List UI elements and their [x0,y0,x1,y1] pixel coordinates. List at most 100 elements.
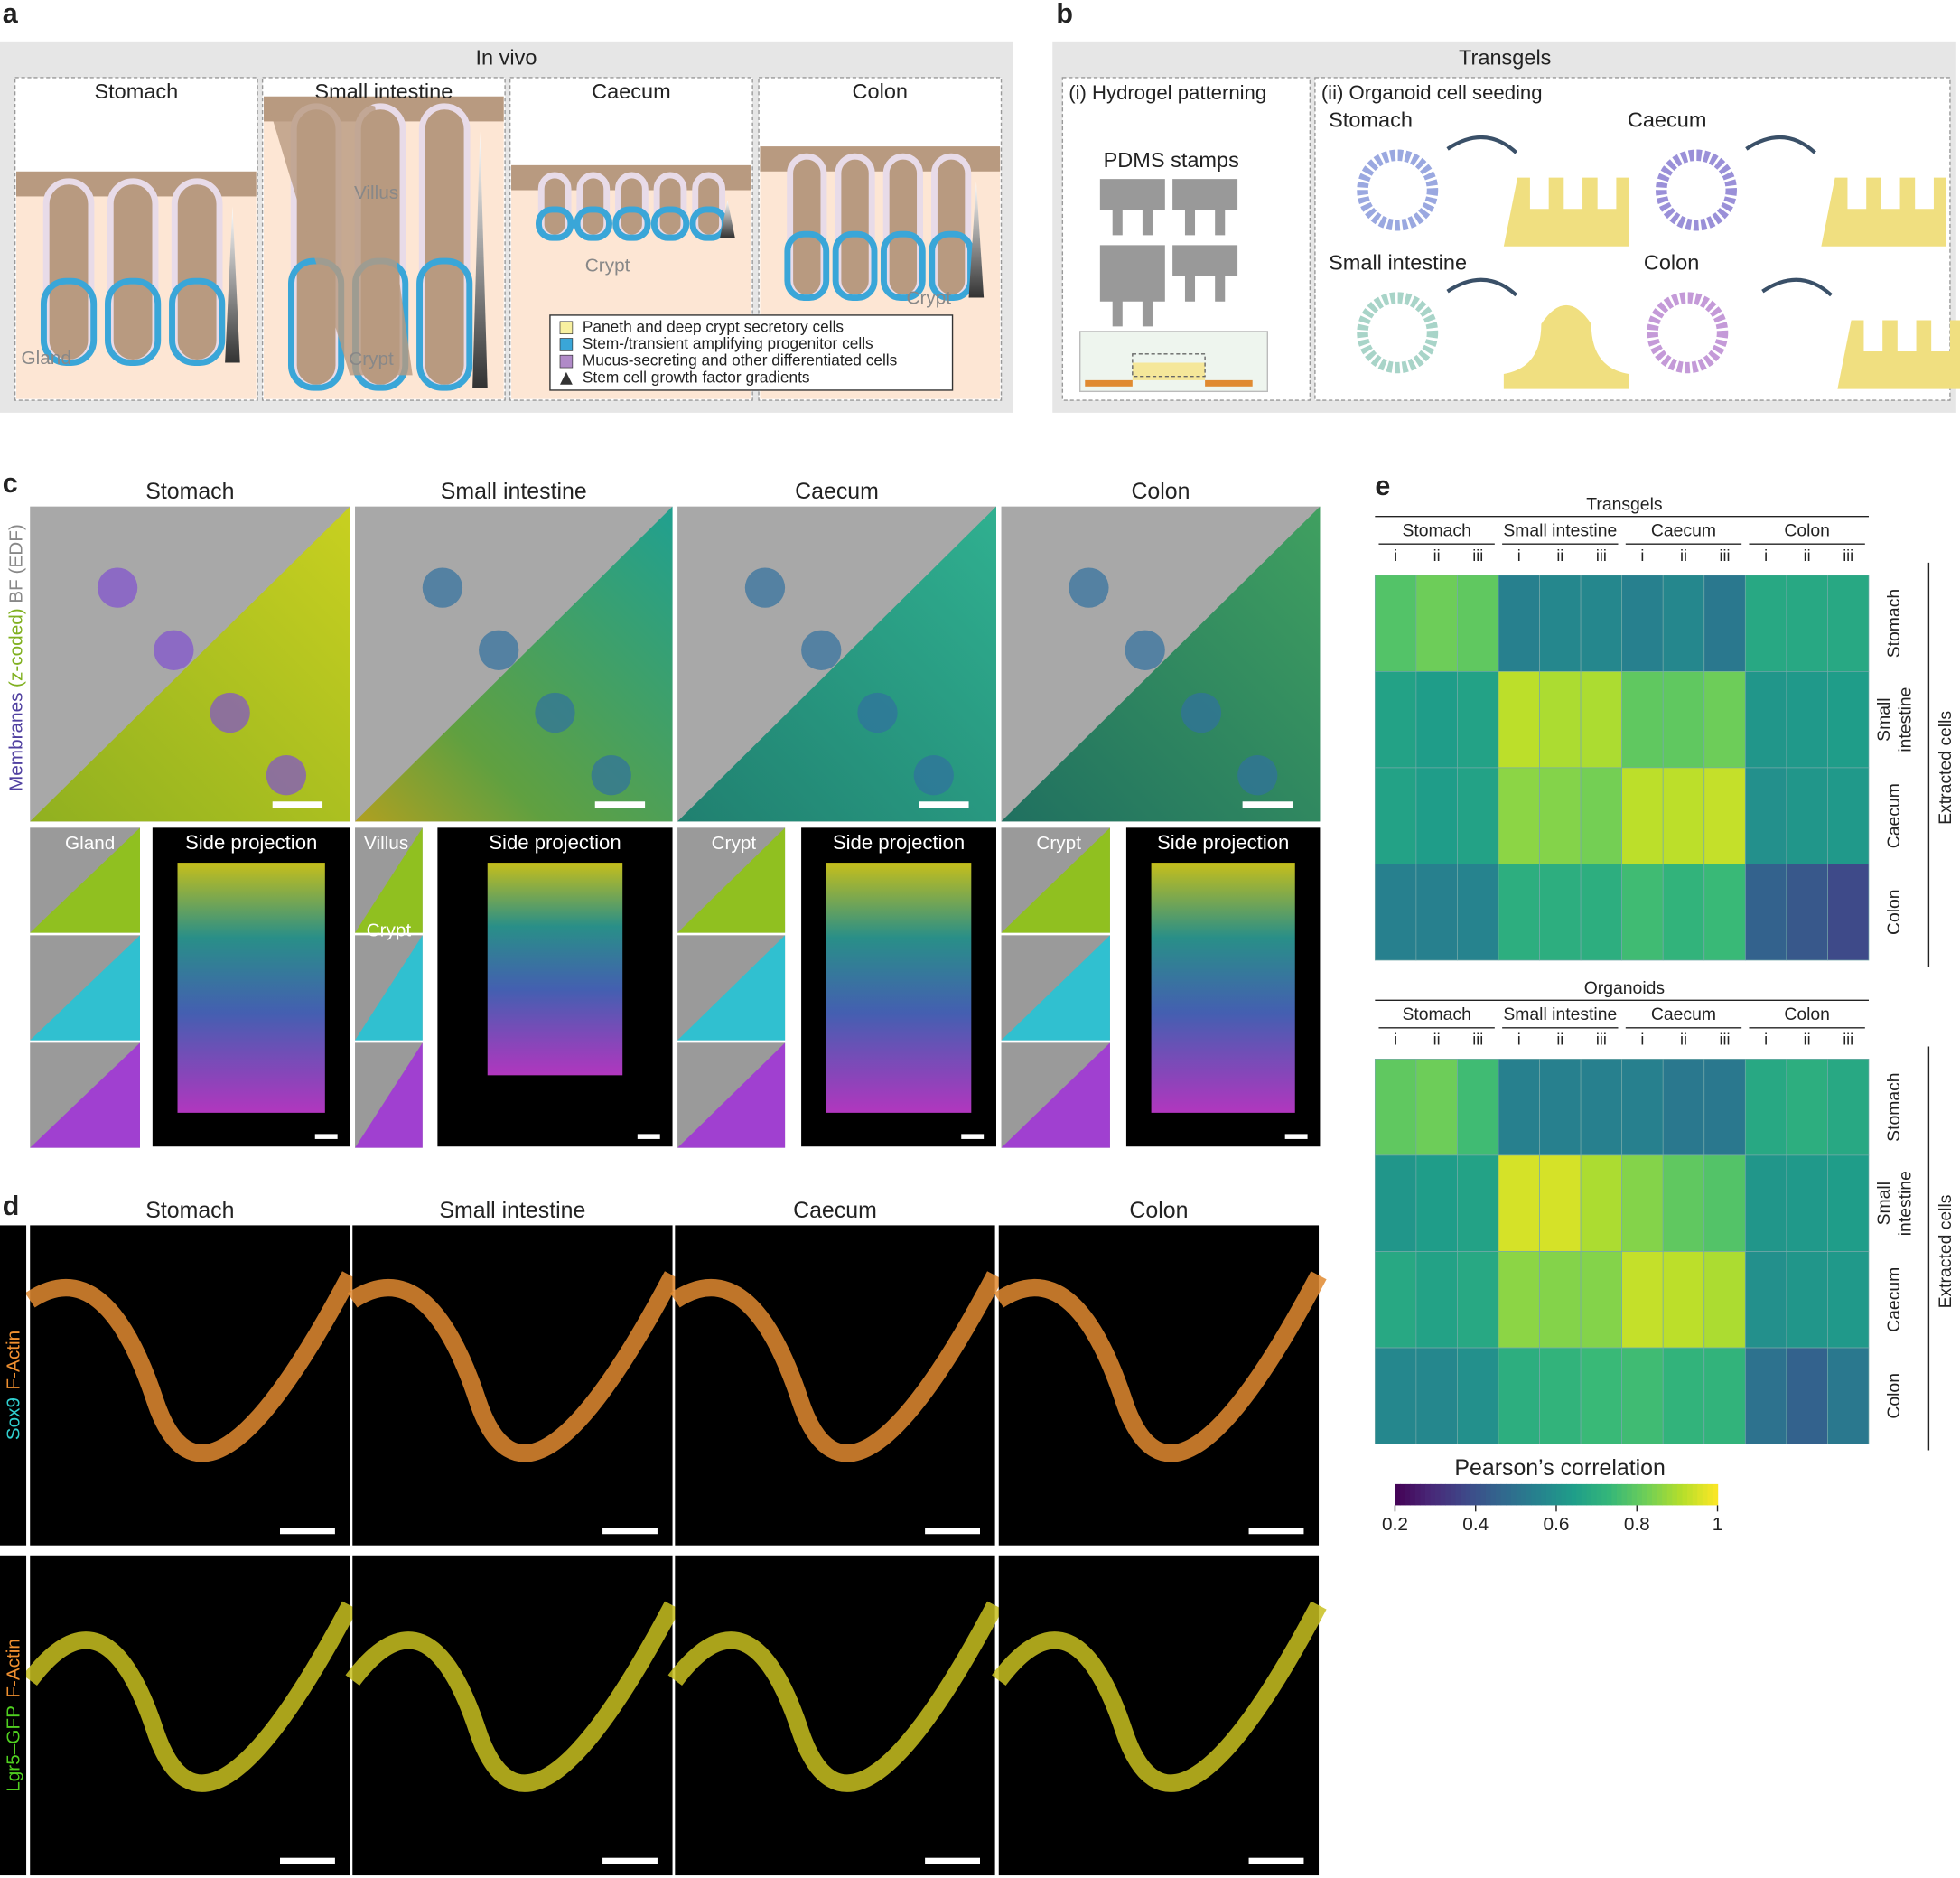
heatmap-cell [1415,670,1458,769]
heatmap-cell [1621,864,1664,961]
colorbar-step [1647,1483,1653,1506]
side-signal [826,863,972,1113]
colorbar-step [1621,1483,1628,1506]
panel-title: In vivo [476,45,537,69]
x-tick-label: iii [1596,547,1607,565]
colorbar-step [1566,1483,1573,1506]
crypt-opening [744,567,786,608]
scale-bar [272,801,323,808]
stamp [1099,179,1165,236]
micrograph [30,1225,350,1546]
heatmap-cell [1415,1251,1458,1349]
heatmap-cell [1498,1347,1540,1444]
organoid [1647,292,1729,374]
heatmap-cell [1703,1347,1746,1444]
inset-fluor [30,935,140,1041]
colorbar-step [1637,1483,1643,1506]
colorbar-step [1586,1483,1592,1506]
heatmap-cell [1498,1154,1540,1252]
colorbar-step [1531,1483,1537,1506]
x-tick-label: i [1640,1030,1644,1048]
heatmap-cell [1498,1251,1540,1349]
heatmap-cell [1580,1059,1622,1156]
micrograph [352,1225,673,1546]
x-tick-label: ii [1804,1030,1811,1048]
heatmap-cell [1621,1347,1664,1444]
tissue-signal [345,1601,681,1792]
colorbar-step [1651,1483,1658,1506]
heatmap-cell [1374,767,1417,864]
legend-text: Stem-/transient amplifying progenitor ce… [583,334,873,352]
heatmap-cell [1498,864,1540,961]
column-title: Colon [1129,1198,1188,1223]
colorbar-step [1707,1483,1713,1506]
column-title: Stomach [145,479,234,504]
heatmap-cell [1744,1347,1787,1444]
gel [1132,362,1206,380]
side-signal [177,863,325,1113]
crypt [787,153,827,302]
row-label: Colon [1884,889,1904,935]
tissue-name: Caecum [1628,108,1707,132]
colorbar-step [1657,1483,1663,1506]
crypt [835,153,875,302]
crypt-base [536,206,574,241]
x-tick-label: ii [1433,547,1441,565]
heatmap-cell [1457,864,1499,961]
heatmap-cell [1415,1347,1458,1444]
heatmap-cell [1415,1059,1458,1156]
heatmap-cell [1827,1251,1870,1349]
colorbar-step [1687,1483,1694,1506]
heatmap-cell [1703,1251,1746,1349]
colorbar-step [1460,1483,1467,1506]
legend-text: Stem cell growth factor gradients [583,368,810,386]
crypt-base [40,277,98,366]
colorbar-step [1535,1483,1542,1506]
micrograph [998,1225,1320,1546]
side-label: Side projection [833,831,965,854]
heatmap-cell [1662,670,1705,769]
heatmap-cell [1539,1059,1582,1156]
heatmap-cell [1662,1347,1705,1444]
heatmap-cell [1580,1154,1622,1252]
channel-label-part: (z-coded) [6,608,27,687]
heatmap-cell [1786,670,1828,769]
heatmap-cell [1827,575,1870,672]
stain: F-Actin [4,1331,24,1390]
colorbar-step [1627,1483,1633,1506]
micrograph [998,1555,1320,1876]
colorbar-step [1526,1483,1532,1506]
heatmap-cell [1580,1251,1622,1349]
heatmap-cell [1827,1059,1870,1156]
x-tick-label: ii [1680,1030,1687,1048]
crypt [882,153,923,302]
x-tick-label: ii [1556,1030,1563,1048]
x-tick-label: i [1517,547,1521,565]
heatmap-cell [1457,1059,1499,1156]
arrow [1761,277,1833,297]
heatmap-cell [1415,767,1458,864]
inset-fluor [30,827,140,933]
heatmap-cell [1498,670,1540,769]
section-title: Caecum [592,79,671,103]
x-tick-label: i [1394,547,1397,565]
heatmap-cell [1703,864,1746,961]
heatmap-cell [1786,767,1828,864]
crypt [107,178,159,366]
heatmap-cell [1744,575,1787,672]
colorbar-step [1510,1483,1517,1506]
colorbar-step [1666,1483,1673,1506]
colorbar-step [1405,1483,1411,1506]
heatmap-cell [1744,864,1787,961]
column-title: Small intestine [439,1198,585,1223]
legend-swatch [560,371,573,385]
colorbar-tick-label: 1 [1713,1514,1723,1535]
crypt-base [574,206,612,241]
heatmap-cell [1662,575,1705,672]
heatmap-cell [1703,1154,1746,1252]
channel-label-part: Membranes [6,692,27,791]
x-tick-label: i [1517,1030,1521,1048]
group-label: Caecum [1651,520,1716,540]
micrograph-fluor [1001,506,1321,822]
